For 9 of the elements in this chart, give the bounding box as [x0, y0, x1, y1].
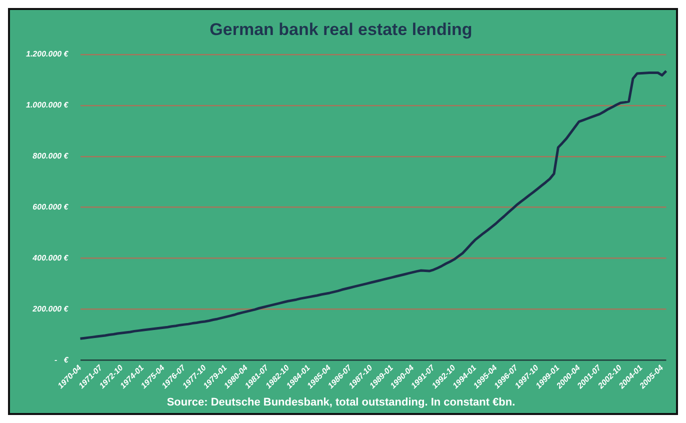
y-tick-label: 200.000 € — [32, 304, 69, 314]
chart-title: German bank real estate lending — [210, 20, 472, 39]
y-tick-label: 400.000 € — [32, 254, 69, 263]
y-tick-label: 1.000.000 € — [26, 100, 69, 110]
source-note: Source: Deutsche Bundesbank, total outstanding. In constant €bn. — [166, 396, 516, 408]
y-tick-label: 800.000 € — [32, 152, 69, 161]
y-tick-label: 1.200.000 € — [26, 50, 69, 59]
y-tick-label: - € — [54, 355, 69, 364]
y-tick-label: 600.000 € — [32, 202, 69, 212]
